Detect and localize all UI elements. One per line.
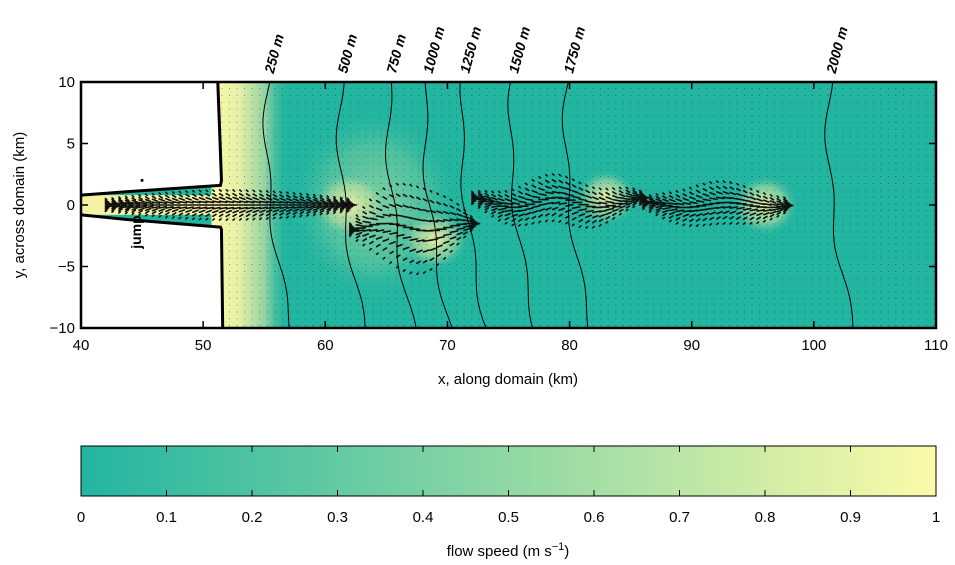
x-tick-label: 90 [683, 337, 700, 354]
colorbar-label-text: flow speed (m s [447, 543, 552, 560]
depth-label: 1500 m [505, 25, 533, 75]
colorbar-tick-label: 1 [932, 509, 940, 526]
depth-contours [262, 82, 854, 328]
x-tick-label: 100 [801, 337, 826, 354]
depth-contour-line [422, 82, 453, 328]
depth-contour-labels: 250 m 500 m 750 m 1000 m 1250 m 1500 m 1750 m 2… [261, 25, 851, 76]
y-tick-label: −5 [58, 259, 75, 276]
x-tick-label: 40 [73, 337, 90, 354]
colorbar-tick-label: 0 [77, 509, 85, 526]
colorbar-tick-label: 0.4 [413, 509, 434, 526]
colorbar-tick-label: 0.5 [498, 509, 519, 526]
colorbar-tick-label: 0.8 [755, 509, 776, 526]
plume-jet-4 [730, 174, 800, 236]
channel-flow-arrows [140, 178, 144, 182]
colorbar-ticks: 0 0.1 0.2 0.3 0.4 0.5 0.6 0.7 0.8 0.9 1 [77, 446, 940, 526]
depth-label: 750 m [383, 32, 409, 74]
x-tick-label: 80 [561, 337, 578, 354]
depth-contour-line [507, 82, 534, 328]
y-axis-label: y, across domain (km) [11, 132, 28, 278]
x-tick-label: 110 [924, 337, 948, 354]
colorbar-tick-label: 0.6 [584, 509, 605, 526]
depth-contour-line [335, 82, 366, 328]
colorbar-label-exponent: −1 [552, 541, 565, 553]
x-axis: 40 50 60 70 80 90 100 110 [73, 82, 948, 354]
depth-label: 250 m [261, 32, 287, 75]
marker-dot [140, 178, 144, 182]
depth-contour-line [824, 82, 854, 328]
y-tick-label: 5 [67, 136, 75, 153]
colorbar-tick-label: 0.2 [242, 509, 263, 526]
depth-contour-line [561, 82, 589, 328]
x-tick-label: 60 [317, 337, 334, 354]
depth-contour-line [384, 82, 417, 328]
y-tick-label: 0 [67, 197, 75, 214]
depth-label: 500 m [334, 32, 360, 74]
x-axis-label: x, along domain (km) [438, 371, 578, 388]
depth-label: 1250 m [457, 25, 485, 75]
land-mask [81, 82, 223, 328]
colorbar-tick-label: 0.3 [327, 509, 348, 526]
y-tick-label: −10 [50, 320, 75, 337]
colorbar-label-suffix: ) [564, 543, 569, 560]
colorbar-label: flow speed (m s−1) [447, 541, 570, 560]
jet-arrows [104, 173, 794, 276]
depth-contour-line [459, 82, 487, 328]
y-tick-label: 10 [58, 74, 75, 91]
x-tick-label: 50 [195, 337, 212, 354]
colorbar: 0 0.1 0.2 0.3 0.4 0.5 0.6 0.7 0.8 0.9 1 flow speed… [77, 445, 940, 560]
colorbar-tick-label: 0.9 [840, 509, 861, 526]
depth-label: 1000 m [420, 25, 448, 75]
depth-label: 2000 m [823, 25, 851, 76]
y-axis: −10 −5 0 5 10 [50, 74, 936, 337]
coastline [81, 82, 225, 328]
jump-annotation: jump [128, 215, 144, 249]
x-tick-label: 70 [439, 337, 456, 354]
depth-label: 1750 m [560, 25, 588, 75]
colorbar-tick-label: 0.1 [156, 509, 177, 526]
speed-map-plot: 40 50 60 70 80 90 100 110 −10 −5 0 5 10 250 m 500 m 7… [11, 25, 948, 388]
depth-contour-line [262, 82, 290, 328]
colorbar-gradient [80, 445, 937, 497]
colorbar-tick-label: 0.7 [669, 509, 690, 526]
